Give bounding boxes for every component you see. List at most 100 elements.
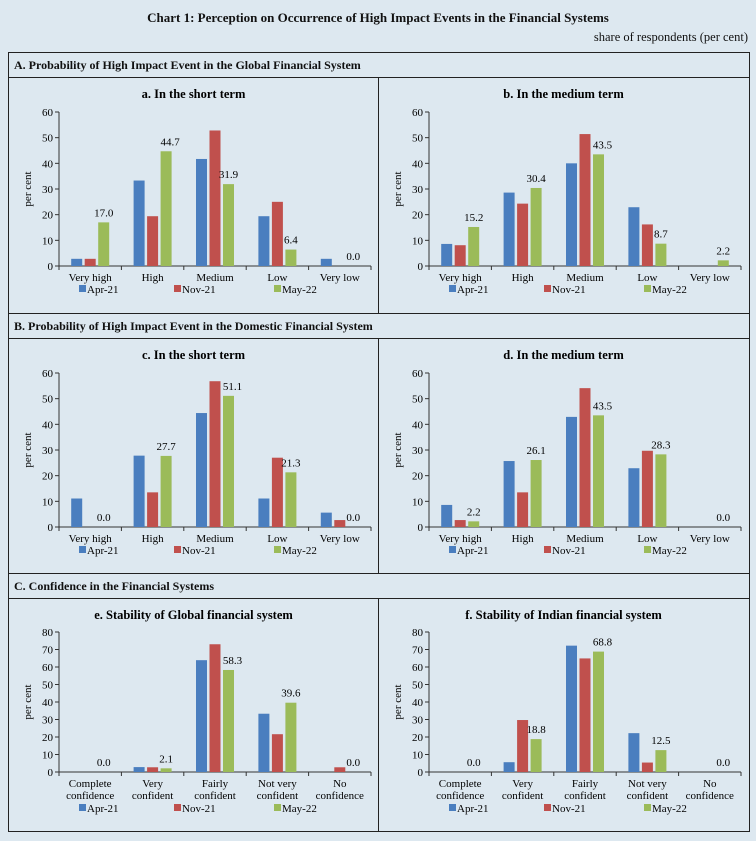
x-tick-label: Fairly <box>572 778 599 790</box>
bar-may-22 <box>160 151 172 266</box>
y-tick-label: 30 <box>412 184 424 196</box>
legend-swatch <box>544 546 551 553</box>
panel-title: f. Stability of Indian financial system <box>465 608 662 622</box>
y-tick-label: 10 <box>42 750 54 762</box>
bar-may-22 <box>655 243 667 266</box>
data-label: 30.4 <box>526 173 546 185</box>
bar-may-22 <box>530 187 542 266</box>
y-tick-label: 20 <box>412 210 424 222</box>
legend-swatch <box>79 804 86 811</box>
bar-nov-21 <box>147 492 159 527</box>
legend-label: May-22 <box>652 803 687 815</box>
panel-title: b. In the medium term <box>503 87 624 101</box>
bar-apr-21 <box>71 258 83 266</box>
x-tick-label: High <box>142 272 165 284</box>
y-tick-label: 10 <box>412 235 424 247</box>
panel-f: f. Stability of Indian financial system 0… <box>379 599 748 832</box>
bar-may-22 <box>285 702 297 772</box>
y-axis-label: per cent <box>22 432 34 467</box>
y-tick-label: 60 <box>412 662 424 674</box>
chart-svg: a. In the short term 0 10 20 30 40 50 60 per cen… <box>22 87 372 296</box>
x-tick-label: Low <box>267 272 287 284</box>
bar-nov-21 <box>517 720 529 772</box>
bar-nov-21 <box>334 520 346 527</box>
legend-swatch <box>174 804 181 811</box>
chart-svg: f. Stability of Indian financial system 0… <box>392 608 742 815</box>
bar-may-22 <box>285 472 297 527</box>
y-tick-label: 0 <box>418 522 424 534</box>
bar-apr-21 <box>566 645 577 772</box>
y-axis-label: per cent <box>392 171 404 206</box>
bar-nov-21 <box>334 767 346 772</box>
legend-swatch <box>174 285 181 292</box>
x-tick-label: Very high <box>69 533 113 545</box>
data-label: 17.0 <box>94 207 114 219</box>
panel-title: e. Stability of Global financial system <box>94 608 293 622</box>
x-tick-label: Very high <box>439 272 483 284</box>
y-tick-label: 50 <box>412 133 424 145</box>
chart-subtitle: share of respondents (per cent) <box>593 30 748 44</box>
legend-label: Apr-21 <box>87 284 119 296</box>
y-tick-label: 0 <box>418 261 424 273</box>
y-axis-label: per cent <box>392 684 404 719</box>
y-tick-label: 30 <box>412 715 424 727</box>
x-tick-label: Low <box>267 533 287 545</box>
y-tick-label: 20 <box>42 210 54 222</box>
x-tick-label: Not very <box>258 778 297 790</box>
y-tick-label: 10 <box>412 750 424 762</box>
legend-swatch <box>644 546 651 553</box>
y-axis-label: per cent <box>22 684 34 719</box>
bar-may-22 <box>593 154 604 266</box>
data-label: 0.0 <box>716 512 730 524</box>
y-tick-label: 70 <box>42 645 54 657</box>
legend-label: Nov-21 <box>182 284 216 296</box>
bar-nov-21 <box>271 457 283 527</box>
chart-svg: d. In the medium term 0 10 20 30 40 50 60 per ce… <box>392 348 742 557</box>
chart-title: Chart 1: Perception on Occurrence of Hig… <box>147 10 609 25</box>
y-tick-label: 80 <box>412 627 424 639</box>
bar-apr-21 <box>441 243 453 266</box>
y-tick-label: 30 <box>412 445 424 457</box>
data-label: 0.0 <box>97 757 111 769</box>
bar-apr-21 <box>196 158 207 266</box>
bar-apr-21 <box>258 713 270 772</box>
bar-nov-21 <box>271 201 283 266</box>
bar-apr-21 <box>566 416 577 527</box>
y-tick-label: 30 <box>42 184 54 196</box>
bar-may-22 <box>285 249 297 266</box>
bar-apr-21 <box>628 733 640 772</box>
legend-label: May-22 <box>282 284 317 296</box>
x-tick-label: confident <box>194 790 236 802</box>
panel-a: a. In the short term 0 10 20 30 40 50 60 per cen… <box>9 78 378 311</box>
legend-swatch <box>449 285 456 292</box>
bar-apr-21 <box>503 762 515 772</box>
x-tick-label: Very high <box>69 272 113 284</box>
x-tick-label: Very high <box>439 533 483 545</box>
bar-may-22 <box>223 184 234 266</box>
bar-may-22 <box>593 651 604 772</box>
legend-swatch <box>274 546 281 553</box>
bar-apr-21 <box>566 163 577 266</box>
bar-apr-21 <box>133 180 145 266</box>
bar-nov-21 <box>517 492 529 527</box>
y-tick-label: 50 <box>42 133 54 145</box>
y-tick-label: 50 <box>412 680 424 692</box>
bar-apr-21 <box>71 498 83 527</box>
y-tick-label: 40 <box>42 697 54 709</box>
bar-apr-21 <box>133 767 145 772</box>
bar-may-22 <box>717 260 729 266</box>
x-tick-label: Medium <box>566 533 604 545</box>
bar-nov-21 <box>209 644 221 772</box>
y-axis-label: per cent <box>22 171 34 206</box>
panel-title: c. In the short term <box>142 348 246 362</box>
bar-may-22 <box>530 739 542 772</box>
bar-may-22 <box>223 395 234 527</box>
y-tick-label: 20 <box>42 732 54 744</box>
legend-label: Nov-21 <box>182 803 216 815</box>
data-label: 21.3 <box>281 457 301 469</box>
x-tick-label: Low <box>637 533 657 545</box>
legend-label: Apr-21 <box>457 803 489 815</box>
y-tick-label: 60 <box>42 368 54 380</box>
chart-svg: e. Stability of Global financial system 0… <box>22 608 372 815</box>
y-tick-label: 40 <box>412 158 424 170</box>
